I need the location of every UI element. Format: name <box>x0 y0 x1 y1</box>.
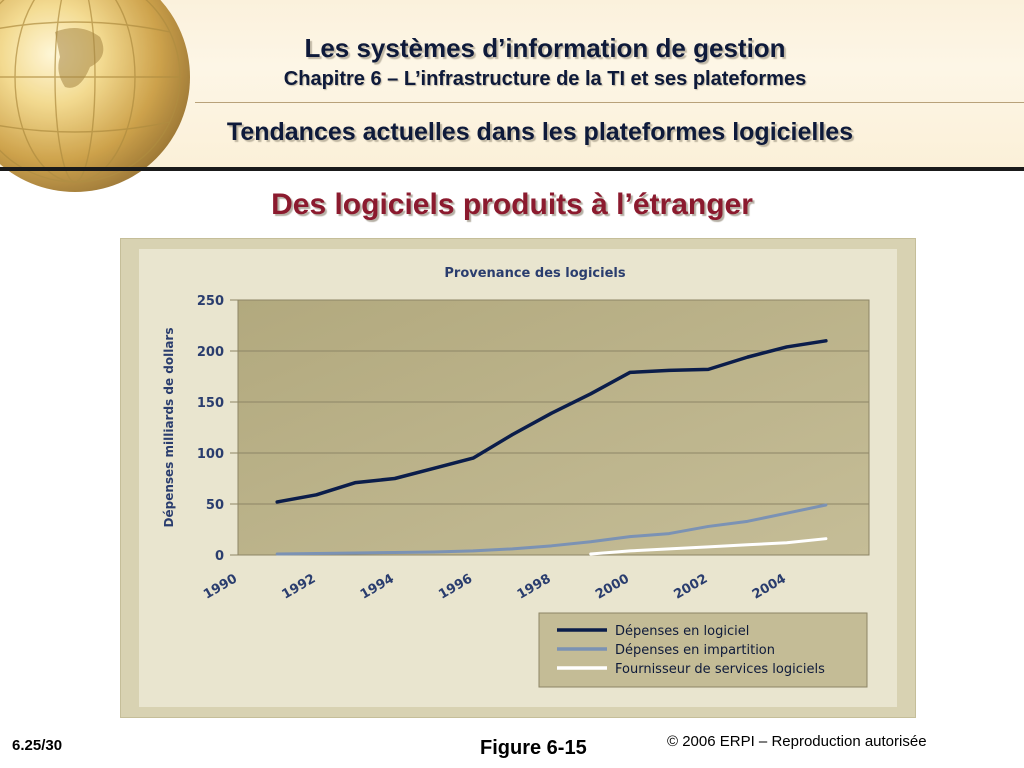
y-tick-label: 0 <box>215 549 224 564</box>
series-3-point <box>707 545 710 549</box>
series-1-point <box>315 493 318 497</box>
header-divider <box>195 102 1024 103</box>
series-1-point <box>628 371 632 374</box>
series-2-point <box>707 525 710 528</box>
section-title: Tendances actuelles dans les plateformes… <box>226 118 854 146</box>
series-1-point <box>824 339 828 342</box>
series-1-point <box>354 481 357 484</box>
series-2-point <box>393 551 396 554</box>
y-tick-label: 200 <box>197 345 224 360</box>
slide-subtitle: Des logiciels produits à l’étranger <box>271 188 753 221</box>
figure-panel: Provenance des logiciels 0 50 100 150 200 250… <box>120 238 916 718</box>
series-2-point <box>511 547 514 551</box>
series-3-point <box>785 541 788 544</box>
y-tick-label: 50 <box>206 498 224 513</box>
series-1-point <box>746 355 749 359</box>
chart-title: Provenance des logiciels <box>444 266 625 281</box>
series-3-point <box>667 547 671 551</box>
y-tick-label: 150 <box>197 396 224 411</box>
page-number: 6.25/30 <box>12 737 63 754</box>
y-tick-label: 100 <box>197 447 224 462</box>
series-2-point <box>785 511 788 515</box>
series-3-point <box>628 549 632 553</box>
series-1-point <box>275 500 279 504</box>
y-tick-label: 250 <box>197 294 224 309</box>
chapter-title: Chapitre 6 – L’infrastructure de la TI e… <box>283 68 807 90</box>
series-2-point <box>275 552 279 556</box>
series-1-point <box>667 369 671 372</box>
copyright-notice: © 2006 ERPI – Reproduction autorisée <box>667 733 927 750</box>
series-2-point <box>824 503 828 507</box>
series-2-point <box>432 550 436 554</box>
series-1-point <box>511 433 514 436</box>
series-3-point <box>746 543 749 546</box>
legend-label-3: Fournisseur de services logiciels <box>615 662 825 677</box>
course-title: Les systèmes d’information de gestion <box>304 33 786 63</box>
legend-label-2: Dépenses en impartition <box>615 643 775 658</box>
figure-label: Figure 6-15 <box>480 737 587 759</box>
line-chart: Provenance des logiciels 0 50 100 150 200 250… <box>139 249 897 707</box>
series-2-point <box>315 552 318 555</box>
series-1-point <box>471 456 475 460</box>
legend-label-1: Dépenses en logiciel <box>615 624 749 639</box>
series-3-point <box>824 537 828 540</box>
series-2-point <box>746 520 749 523</box>
series-2-point <box>354 551 357 555</box>
series-1-point <box>707 368 710 371</box>
slide-header: Les systèmes d’information de gestion Ch… <box>0 0 1024 192</box>
y-axis-label: Dépenses milliards de dollars <box>162 328 176 528</box>
series-1-point <box>393 477 396 480</box>
series-2-point <box>667 532 671 535</box>
header-rule <box>0 167 1024 171</box>
series-2-point <box>628 535 632 538</box>
series-1-point <box>550 412 553 415</box>
series-1-point <box>785 345 788 349</box>
globe-logo <box>0 0 190 192</box>
series-2-point <box>550 544 553 548</box>
series-2-point <box>471 549 475 553</box>
series-1-point <box>432 467 436 470</box>
series-3-point <box>589 552 592 556</box>
plot-area <box>237 299 870 556</box>
series-1-point <box>589 392 592 396</box>
series-2-point <box>589 540 592 543</box>
